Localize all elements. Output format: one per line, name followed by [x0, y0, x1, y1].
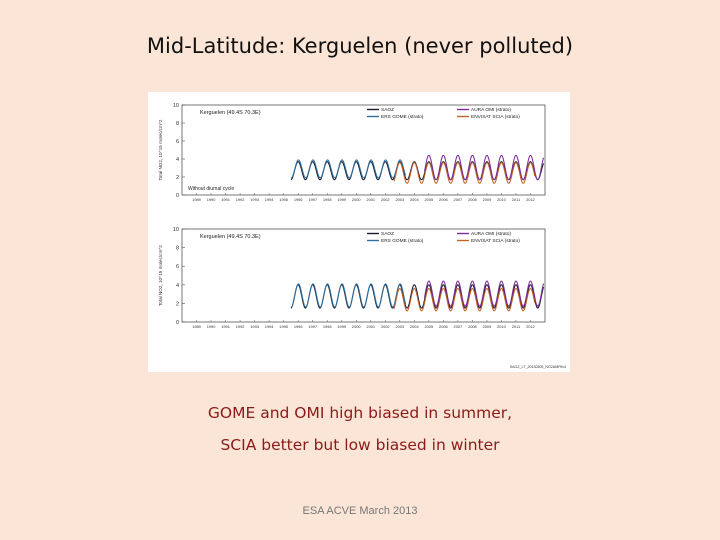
x-tick-label: 1997 [308, 197, 317, 202]
chart-panel-1: 0 2 4 6 8 10 1989 1990 1991 1992 1993 1994 1995 1996 1… [158, 103, 546, 202]
x-tick-label: 1990 [207, 324, 216, 329]
x-tick-label: 1996 [294, 324, 303, 329]
y-tick-label: 10 [173, 103, 179, 109]
x-tick-label: 1993 [250, 197, 259, 202]
x-tick-label: 2003 [395, 197, 404, 202]
y-tick-label: 2 [176, 175, 179, 181]
panel-title: Kerguelen (49.4S 70.3E) [200, 234, 261, 240]
x-tick-label: 2008 [468, 324, 477, 329]
caption-line-1: GOME and OMI high biased in summer, [207, 404, 513, 422]
x-tick-label: 2006 [439, 197, 448, 202]
chart-panel-2: 0 2 4 6 8 10 1989 1990 1991 1992 1993 1994 1995 1996 1… [158, 227, 546, 329]
legend-label: ENVISAT SCIA (strato) [471, 238, 520, 244]
y-tick-label: 6 [176, 264, 179, 270]
x-tick-label: 2009 [483, 324, 492, 329]
y-tick-label: 0 [176, 193, 179, 199]
x-tick-label: 1994 [265, 324, 274, 329]
plot-frame [181, 228, 546, 323]
series-line-4 [393, 162, 536, 184]
x-tick-label: 2005 [425, 324, 434, 329]
footer-text: ESA ACVE March 2013 [302, 505, 418, 517]
y-axis-label: Total NO2, 10^15 molec/cm^2 [158, 245, 163, 306]
y-tick-label: 4 [176, 157, 179, 163]
x-tick-label: 2007 [454, 324, 463, 329]
y-tick-label: 6 [176, 139, 179, 145]
figure-id: SAOZ_LT_20130305_NO2AMFfix4 [510, 365, 566, 369]
x-tick-label: 2005 [425, 197, 434, 202]
x-tick-label: 1998 [323, 197, 332, 202]
x-tick-label: 2003 [395, 324, 404, 329]
legend-label: ERS GOME (strato) [381, 238, 424, 244]
legend-label: SAOZ [381, 107, 394, 113]
x-tick-label: 2009 [483, 197, 492, 202]
x-tick-label: 1994 [265, 197, 274, 202]
plot-frame [181, 104, 546, 196]
legend-label: SAOZ [381, 231, 394, 237]
x-tick-label: 2001 [366, 324, 375, 329]
x-tick-label: 2002 [381, 324, 390, 329]
legend-label: AURA OMI (strato) [471, 231, 511, 237]
x-tick-label: 2000 [352, 324, 361, 329]
x-tick-label: 1989 [192, 197, 201, 202]
x-tick-label: 1989 [192, 324, 201, 329]
x-tick-label: 1999 [337, 324, 346, 329]
y-tick-label: 0 [176, 320, 179, 326]
chart-svg: 0 2 4 6 8 10 1989 1990 1991 1992 1993 1994 1995 1996 1… [158, 103, 566, 369]
x-tick-label: 2007 [454, 197, 463, 202]
y-tick-label: 10 [173, 227, 179, 233]
x-tick-label: 2010 [497, 197, 506, 202]
x-tick-label: 1992 [236, 324, 245, 329]
series-line-2 [290, 159, 407, 179]
x-tick-label: 2010 [497, 324, 506, 329]
x-tick-label: 1991 [221, 324, 230, 329]
legend-label: AURA OMI (strato) [471, 107, 511, 113]
legend-label: ERS GOME (strato) [381, 114, 424, 120]
panel-title: Kerguelen (49.4S 70.3E) [200, 110, 261, 116]
x-tick-label: 2012 [526, 197, 535, 202]
x-tick-label: 2012 [526, 324, 535, 329]
x-tick-label: 1998 [323, 324, 332, 329]
legend-label: ENVISAT SCIA (strato) [471, 114, 520, 120]
slide-title: Mid-Latitude: Kerguelen (never polluted) [146, 34, 574, 58]
y-tick-label: 8 [176, 121, 179, 127]
x-tick-label: 2001 [366, 197, 375, 202]
x-tick-label: 1995 [279, 324, 288, 329]
x-tick-label: 1997 [308, 324, 317, 329]
y-axis-label: Total NO2, 10^15 molec/cm^2 [158, 119, 163, 180]
x-tick-label: 1995 [279, 197, 288, 202]
x-tick-label: 1992 [236, 197, 245, 202]
panel-annotation: Without diurnal cycle [188, 186, 234, 192]
series-line-3 [423, 280, 545, 307]
series-line-1 [290, 284, 545, 309]
x-tick-label: 2006 [439, 324, 448, 329]
y-tick-label: 8 [176, 246, 179, 252]
x-tick-label: 1993 [250, 324, 259, 329]
x-tick-label: 2008 [468, 197, 477, 202]
y-tick-label: 4 [176, 283, 179, 289]
series-line-2 [290, 283, 407, 308]
x-tick-label: 1999 [337, 197, 346, 202]
x-tick-label: 2000 [352, 197, 361, 202]
x-tick-label: 2004 [410, 324, 419, 329]
caption-line-2: SCIA better but low biased in winter [220, 436, 500, 454]
x-tick-label: 1991 [221, 197, 230, 202]
x-tick-label: 1990 [207, 197, 216, 202]
series-line-3 [423, 154, 545, 181]
x-tick-label: 2002 [381, 197, 390, 202]
y-tick-label: 2 [176, 301, 179, 307]
x-tick-label: 2011 [512, 324, 520, 329]
x-tick-label: 2004 [410, 197, 419, 202]
x-tick-label: 2011 [512, 197, 520, 202]
chart-figure: 0 2 4 6 8 10 1989 1990 1991 1992 1993 1994 1995 1996 1… [148, 92, 570, 372]
series-line-4 [393, 287, 536, 312]
x-tick-label: 1996 [294, 197, 303, 202]
